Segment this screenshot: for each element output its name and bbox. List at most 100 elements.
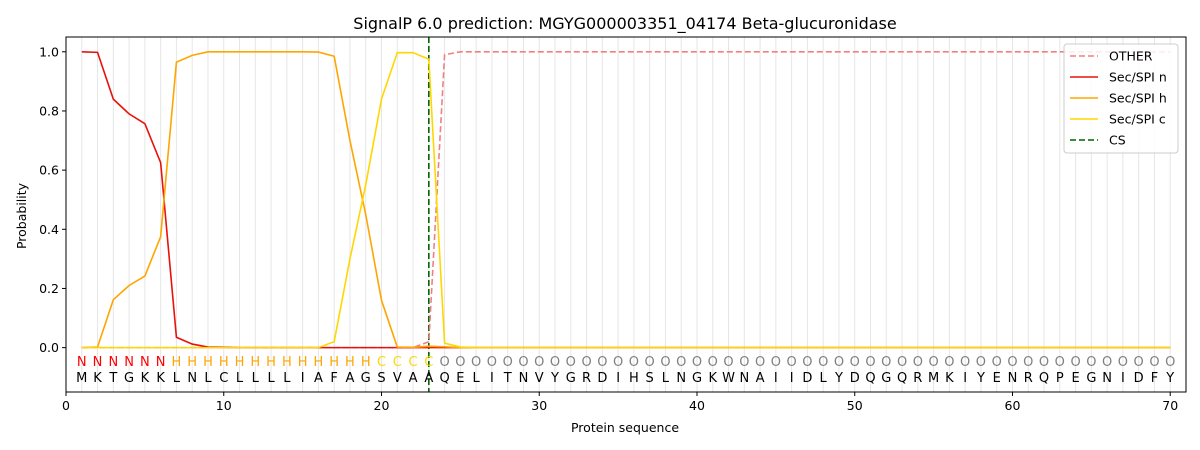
residue-letter: F [1151,371,1158,386]
x-tick-label: 20 [374,398,390,413]
region-code: O [881,355,891,370]
region-code: H [266,355,276,370]
residue-letter: A [424,371,433,386]
residue-letter: Y [1165,371,1174,386]
region-code: O [1055,355,1065,370]
residue-letter: D [1134,371,1144,386]
region-code: O [1023,355,1033,370]
chart-title: SignalP 6.0 prediction: MGYG000003351_04… [353,14,896,34]
region-code: O [1007,355,1017,370]
region-code: H [187,355,197,370]
residue-letter: D [597,371,607,386]
region-code: O [1102,355,1112,370]
x-tick-label: 60 [1005,398,1021,413]
residue-letter: R [1024,371,1033,386]
series-lines [81,50,1171,349]
residue-letter: K [156,371,165,386]
residue-letter: L [820,371,828,386]
residue-letter: L [204,371,212,386]
series-line-sec-spi-c [81,51,1171,349]
region-code: O [818,355,828,370]
residue-letter: Y [550,371,559,386]
region-code: C [377,355,386,370]
region-code: O [645,355,655,370]
residue-letter: L [283,371,291,386]
region-code: O [771,355,781,370]
region-code: O [802,355,812,370]
region-code: C [409,355,418,370]
region-code: O [850,355,860,370]
y-tick-label: 0.2 [39,281,59,296]
x-tick-label: 50 [847,398,863,413]
residue-letter: N [739,371,749,386]
x-tick-label: 10 [216,398,232,413]
region-code: O [455,355,465,370]
region-code: O [755,355,765,370]
region-code: N [77,355,87,370]
residue-letter: I [790,371,794,386]
residue-letter: Q [439,371,449,386]
legend-label: CS [1109,133,1126,148]
region-code: H [314,355,324,370]
residue-letter: K [708,371,717,386]
residue-letter: P [1056,371,1064,386]
residue-letter: Q [1039,371,1049,386]
series-line-other [81,50,1171,349]
residue-letter: E [993,371,1001,386]
residue-letter: G [881,371,891,386]
region-code: O [944,355,954,370]
residue-letter: N [1008,371,1018,386]
region-code: O [581,355,591,370]
legend: OTHER Sec/SPI n Sec/SPI h Sec/SPI c CS [1063,43,1179,154]
region-code: O [1086,355,1096,370]
region-code: O [629,355,639,370]
legend-box [1063,43,1179,154]
region-code: H [172,355,182,370]
legend-label: Sec/SPI n [1109,70,1167,85]
region-code: O [503,355,513,370]
region-code: O [566,355,576,370]
region-code: O [913,355,923,370]
x-tick-label: 40 [689,398,705,413]
y-tick-label: 0.8 [39,103,59,118]
region-code: H [329,355,339,370]
region-code: C [393,355,402,370]
region-code: O [487,355,497,370]
residue-letter: R [913,371,922,386]
region-code: N [140,355,150,370]
region-code: C [424,355,433,370]
residue-letter: K [141,371,150,386]
residue-letter: L [173,371,181,386]
residue-letter: I [963,371,967,386]
region-code: O [865,355,875,370]
residue-letter: N [1102,371,1112,386]
residue-letter: V [393,371,402,386]
region-code: N [156,355,166,370]
region-code: O [550,355,560,370]
region-code: O [723,355,733,370]
residue-letter: D [850,371,860,386]
residue-letter: H [629,371,639,386]
residue-letter: S [377,371,385,386]
y-tick-label: 0.0 [39,340,59,355]
residue-letter: I [774,371,778,386]
residue-letter: Q [897,371,907,386]
residue-letter: Q [865,371,875,386]
residue-letter: Y [834,371,843,386]
x-tick-label: 0 [62,398,70,413]
region-code: N [124,355,134,370]
region-code: H [235,355,245,370]
residue-letter: G [361,371,371,386]
region-code: N [93,355,103,370]
region-code: O [439,355,449,370]
region-code: O [992,355,1002,370]
residue-letter: N [187,371,197,386]
region-code: O [597,355,607,370]
residue-letter: G [124,371,134,386]
region-code: H [298,355,308,370]
residue-letter: G [1086,371,1096,386]
residue-letter: K [945,371,954,386]
series-line-sec-spi-n [81,50,1171,349]
legend-label: OTHER [1109,49,1153,64]
